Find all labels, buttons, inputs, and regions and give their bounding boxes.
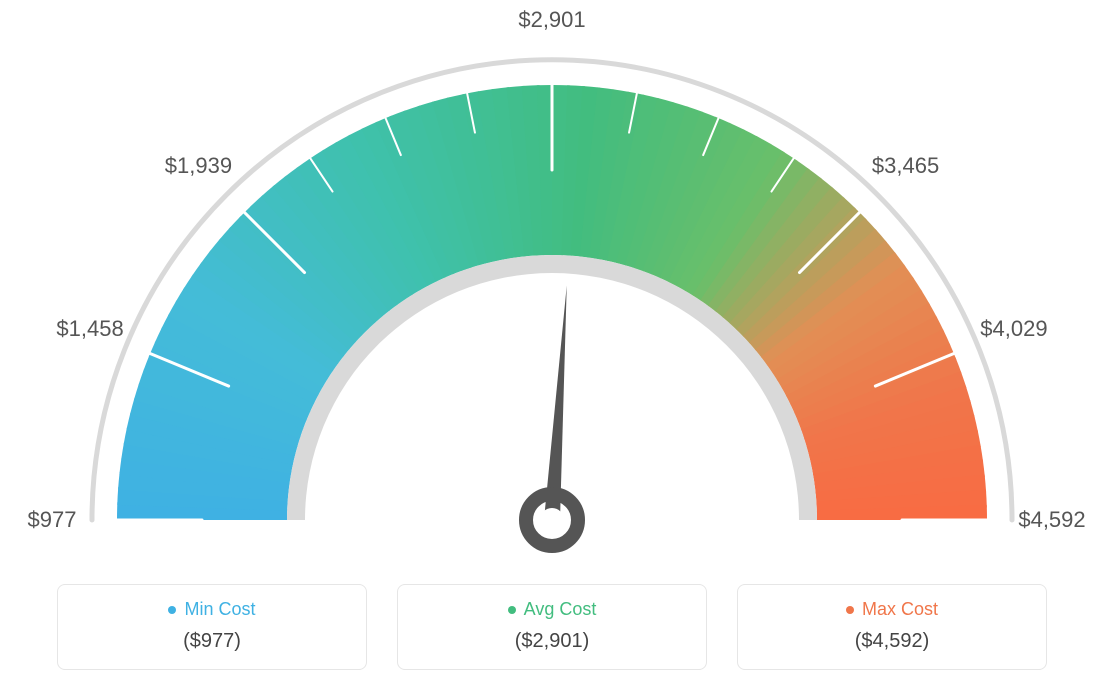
gauge-tick-label: $4,592 [1018, 507, 1085, 533]
legend-title-avg: Avg Cost [524, 599, 597, 620]
legend-dot-max [846, 606, 854, 614]
gauge-tick-label: $1,458 [56, 316, 123, 342]
legend-value-max: ($4,592) [758, 630, 1026, 653]
legend-title-max: Max Cost [862, 599, 938, 620]
gauge-chart: $977 $1,458 $1,939 $2,901 $3,465 $4,029 $4,592 [0, 0, 1104, 560]
gauge-tick-label: $3,465 [872, 153, 939, 179]
gauge-tick-label: $977 [28, 507, 77, 533]
gauge-tick-label: $1,939 [165, 153, 232, 179]
legend-row: Min Cost ($977) Avg Cost ($2,901) Max Co… [0, 584, 1104, 670]
legend-dot-avg [508, 606, 516, 614]
legend-title-min: Min Cost [184, 599, 255, 620]
legend-card-avg: Avg Cost ($2,901) [397, 584, 707, 670]
gauge-svg [0, 0, 1104, 560]
legend-dot-min [168, 606, 176, 614]
gauge-tick-label: $4,029 [980, 316, 1047, 342]
legend-value-min: ($977) [78, 630, 346, 653]
legend-card-min: Min Cost ($977) [57, 584, 367, 670]
gauge-tick-label: $2,901 [518, 7, 585, 33]
legend-value-avg: ($2,901) [418, 630, 686, 653]
legend-card-max: Max Cost ($4,592) [737, 584, 1047, 670]
